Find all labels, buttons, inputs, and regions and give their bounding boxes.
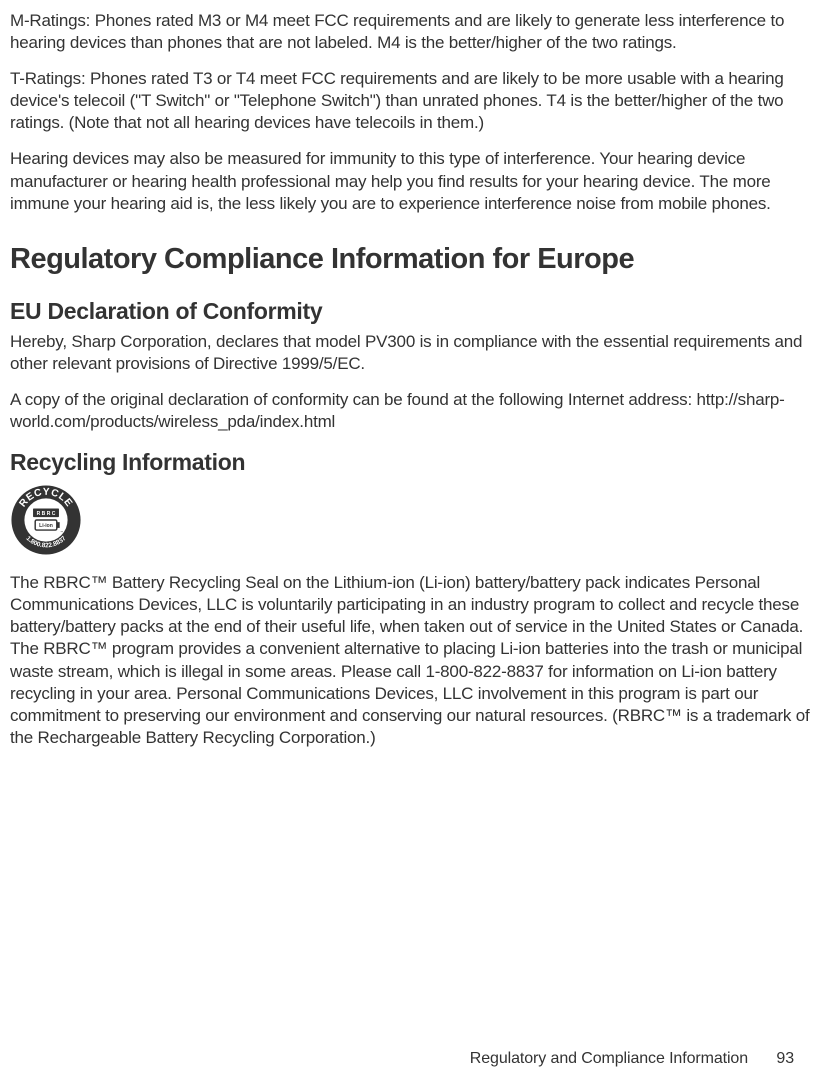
svg-text:™: ™ [60, 530, 63, 534]
hearing-devices-paragraph: Hearing devices may also be measured for… [10, 148, 814, 214]
footer-section-title: Regulatory and Compliance Information [470, 1050, 748, 1067]
eu-declaration-heading: EU Declaration of Conformity [10, 298, 814, 325]
page-footer: Regulatory and Compliance Information 93 [470, 1050, 794, 1068]
svg-text:Li-ion: Li-ion [39, 523, 53, 529]
recycling-heading: Recycling Information [10, 449, 814, 476]
rbrc-paragraph: The RBRC™ Battery Recycling Seal on the … [10, 572, 814, 749]
footer-page-number: 93 [776, 1050, 794, 1067]
svg-text:R B R C: R B R C [37, 511, 56, 517]
europe-heading: Regulatory Compliance Information for Eu… [10, 243, 814, 276]
t-ratings-paragraph: T-Ratings: Phones rated T3 or T4 meet FC… [10, 68, 814, 134]
recycle-seal-icon: RECYCLE 1.800.822.8837 R B R C Li-ion ™ [10, 484, 82, 556]
eu-copy-paragraph: A copy of the original declaration of co… [10, 389, 814, 433]
eu-hereby-paragraph: Hereby, Sharp Corporation, declares that… [10, 331, 814, 375]
m-ratings-paragraph: M-Ratings: Phones rated M3 or M4 meet FC… [10, 10, 814, 54]
